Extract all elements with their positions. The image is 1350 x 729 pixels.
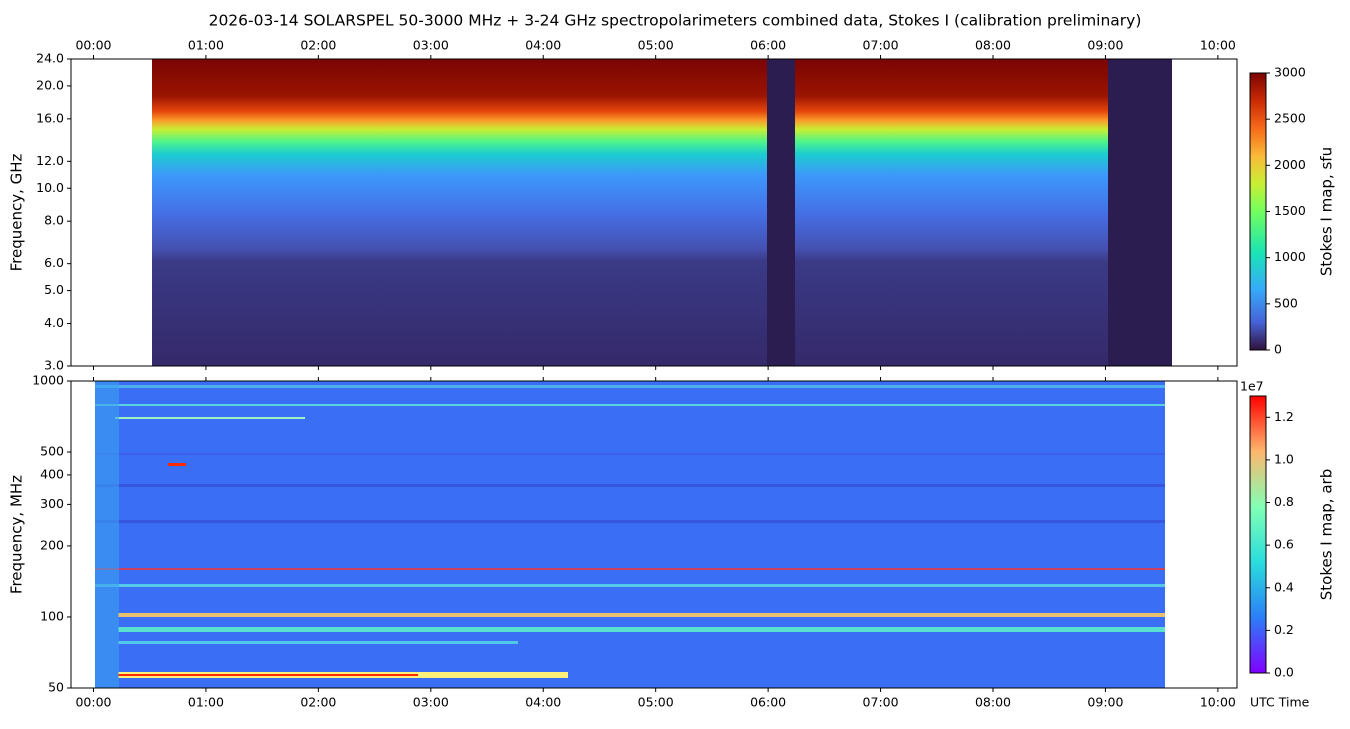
x-tick-label: 05:00	[638, 695, 674, 710]
y-axis-label: Frequency, MHz	[8, 475, 26, 594]
spectrogram-image-bottom	[95, 381, 1165, 688]
x-tick-label: 10:00	[1200, 695, 1236, 710]
x-tick-label: 01:00	[188, 38, 224, 53]
y-tick-label: 5.0	[44, 282, 64, 297]
colorbar-tick-label: 1.2	[1274, 409, 1294, 424]
y-tick-label: 24.0	[36, 51, 64, 66]
y-tick-label: 100	[40, 608, 64, 623]
colorbar-tick-label: 0.6	[1274, 537, 1294, 552]
y-tick-label: 50	[48, 680, 64, 695]
x-tick-label: 03:00	[413, 695, 449, 710]
title: 2026-03-14 SOLARSPEL 50-3000 MHz + 3-24 …	[209, 12, 1142, 30]
colorbar-tick-label: 2000	[1274, 157, 1306, 172]
colorbar-tick-label: 1500	[1274, 203, 1306, 218]
x-tick-label: 00:00	[75, 38, 111, 53]
colorbar-tick-label: 1.0	[1274, 451, 1294, 466]
colorbar-frame	[1249, 395, 1267, 674]
y-tick-label: 20.0	[36, 77, 64, 92]
x-tick-label: 10:00	[1200, 38, 1236, 53]
x-tick-label: 08:00	[975, 695, 1011, 710]
x-tick-label: 09:00	[1087, 38, 1123, 53]
colorbar-bottom	[1250, 396, 1266, 673]
spectrogram-image-top	[152, 59, 1172, 366]
colorbar-tick-label: 0.8	[1274, 494, 1294, 509]
x-tick-label: 02:00	[300, 38, 336, 53]
x-tick-label: 04:00	[525, 38, 561, 53]
axes-frame	[70, 58, 1238, 367]
y-tick-label: 10.0	[36, 180, 64, 195]
y-tick-label: 400	[40, 466, 64, 481]
colorbar-label: Stokes I map, sfu	[1318, 147, 1336, 276]
colorbar-tick-label: 2500	[1274, 111, 1306, 126]
colorbar-tick-label: 3000	[1274, 65, 1306, 80]
y-tick-label: 3.0	[44, 358, 64, 373]
x-tick-label: 06:00	[750, 695, 786, 710]
y-tick-label: 500	[40, 444, 64, 459]
colorbar-tick-label: 1000	[1274, 249, 1306, 264]
y-tick-label: 4.0	[44, 315, 64, 330]
x-tick-label: 01:00	[188, 695, 224, 710]
colorbar-label: Stokes I map, arb	[1318, 469, 1336, 600]
x-tick-label: 05:00	[638, 38, 674, 53]
colorbar-offset-label: 1e7	[1240, 379, 1264, 394]
x-tick-label: 04:00	[525, 695, 561, 710]
colorbar-tick-label: 0	[1274, 342, 1282, 357]
x-tick-label: 00:00	[75, 695, 111, 710]
x-tick-label: 08:00	[975, 38, 1011, 53]
x-tick-label: 09:00	[1087, 695, 1123, 710]
y-tick-label: 12.0	[36, 153, 64, 168]
y-tick-label: 200	[40, 537, 64, 552]
y-tick-label: 6.0	[44, 255, 64, 270]
x-tick-label: 02:00	[300, 695, 336, 710]
x-tick-label: 07:00	[863, 38, 899, 53]
colorbar-tick-label: 0.4	[1274, 579, 1294, 594]
y-tick-label: 8.0	[44, 213, 64, 228]
x-tick-label: 07:00	[863, 695, 899, 710]
x-tick-label: 03:00	[413, 38, 449, 53]
y-tick-label: 16.0	[36, 110, 64, 125]
y-tick-label: 300	[40, 496, 64, 511]
x-axis-label: UTC Time	[1250, 695, 1310, 710]
axes-frame	[70, 380, 1238, 689]
colorbar-tick-label: 0.2	[1274, 622, 1294, 637]
colorbar-top	[1250, 73, 1266, 350]
y-tick-label: 1000	[32, 373, 64, 388]
colorbar-tick-label: 0.0	[1274, 665, 1294, 680]
x-tick-label: 06:00	[750, 38, 786, 53]
y-axis-label: Frequency, GHz	[8, 153, 26, 271]
colorbar-tick-label: 500	[1274, 295, 1298, 310]
